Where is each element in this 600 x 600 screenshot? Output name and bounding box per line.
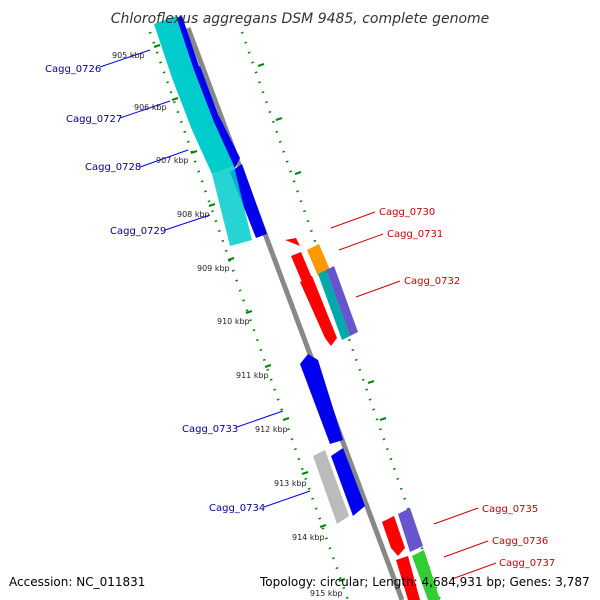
genome-backbone	[185, 27, 405, 600]
homolog-block-4[interactable]	[212, 166, 252, 246]
gene-label-cagg-0726[interactable]: Cagg_0726	[45, 64, 101, 75]
gene-label-cagg-0737[interactable]: Cagg_0737	[499, 558, 555, 569]
gene-cagg-0733-arrow[interactable]	[300, 354, 343, 444]
tick-label-913: 913 kbp	[274, 479, 307, 488]
tick-label-912: 912 kbp	[255, 425, 288, 434]
gene-cagg-0729-arrow[interactable]	[230, 164, 267, 238]
right-leader-lines	[330, 211, 497, 580]
homolog-block-1[interactable]	[154, 16, 194, 78]
gene-cagg-0732-purple-block[interactable]	[326, 266, 358, 336]
map-title: Chloroflexus aggregans DSM 9485, complet…	[111, 11, 490, 27]
tick-label-905: 905 kbp	[112, 51, 145, 60]
tick-label-910: 910 kbp	[217, 317, 250, 326]
gene-label-cagg-0728[interactable]: Cagg_0728	[85, 162, 141, 173]
tick-label-906: 906 kbp	[134, 103, 167, 112]
gene-label-cagg-0733[interactable]: Cagg_0733	[182, 424, 238, 435]
gene-cagg-0735-arrow[interactable]	[398, 508, 423, 552]
gene-cagg-0737-arrow[interactable]	[412, 550, 440, 600]
tick-label-911: 911 kbp	[236, 371, 269, 380]
gene-label-cagg-0735[interactable]: Cagg_0735	[482, 504, 538, 515]
gene-cagg-0736-arrow[interactable]	[382, 516, 405, 556]
accession-text: Accession: NC_011831	[9, 575, 146, 589]
gene-label-cagg-0729[interactable]: Cagg_0729	[110, 226, 166, 237]
gene-cagg-0730-arrow[interactable]	[285, 238, 300, 246]
gray-gene-block[interactable]	[313, 450, 349, 524]
gene-label-cagg-0732[interactable]: Cagg_0732	[404, 276, 460, 287]
gene-label-cagg-0731[interactable]: Cagg_0731	[387, 229, 443, 240]
tick-label-908: 908 kbp	[177, 210, 210, 219]
gene-cagg-0732-teal-block[interactable]	[318, 270, 350, 340]
left-leader-lines	[99, 49, 311, 508]
gene-label-cagg-0727[interactable]: Cagg_0727	[66, 114, 122, 125]
gene-label-cagg-0736[interactable]: Cagg_0736	[492, 536, 548, 547]
gene-cagg-0732-arrow-red[interactable]	[291, 252, 312, 282]
tick-label-915: 915 kbp	[310, 589, 343, 598]
gene-label-cagg-0734[interactable]: Cagg_0734	[209, 503, 265, 514]
tick-label-909: 909 kbp	[197, 264, 230, 273]
gene-cagg-0737-red-arrow[interactable]	[396, 556, 420, 600]
homolog-block-3[interactable]	[192, 122, 234, 174]
tick-label-914: 914 kbp	[292, 533, 325, 542]
gene-label-cagg-0730[interactable]: Cagg_0730	[379, 207, 435, 218]
tick-marks	[153, 44, 387, 582]
homolog-block-2[interactable]	[172, 70, 214, 130]
topology-text: Topology: circular; Length: 4,684,931 bp…	[260, 575, 590, 589]
tick-label-907: 907 kbp	[156, 156, 189, 165]
gene-cagg-0732-arrow[interactable]	[300, 276, 337, 346]
gene-cagg-0731-arrow[interactable]	[307, 244, 330, 276]
gene-cagg-0734-arrow[interactable]	[331, 448, 365, 516]
